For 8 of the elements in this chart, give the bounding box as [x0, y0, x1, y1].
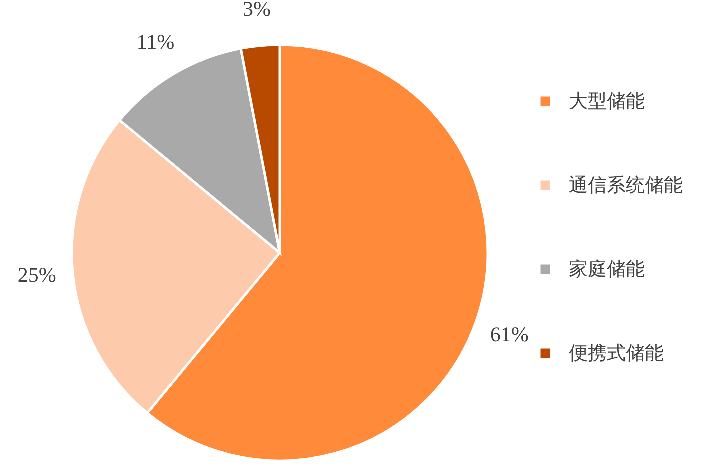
legend-label: 便携式储能: [569, 344, 664, 364]
data-label: 11%: [136, 30, 175, 54]
legend-label: 家庭储能: [569, 258, 645, 280]
data-label: 61%: [490, 322, 529, 347]
legend-label: 大型储能: [569, 92, 645, 112]
legend-label: 通信系统储能: [569, 176, 683, 196]
data-label: 25%: [18, 262, 56, 287]
data-label: 3%: [243, 0, 272, 22]
